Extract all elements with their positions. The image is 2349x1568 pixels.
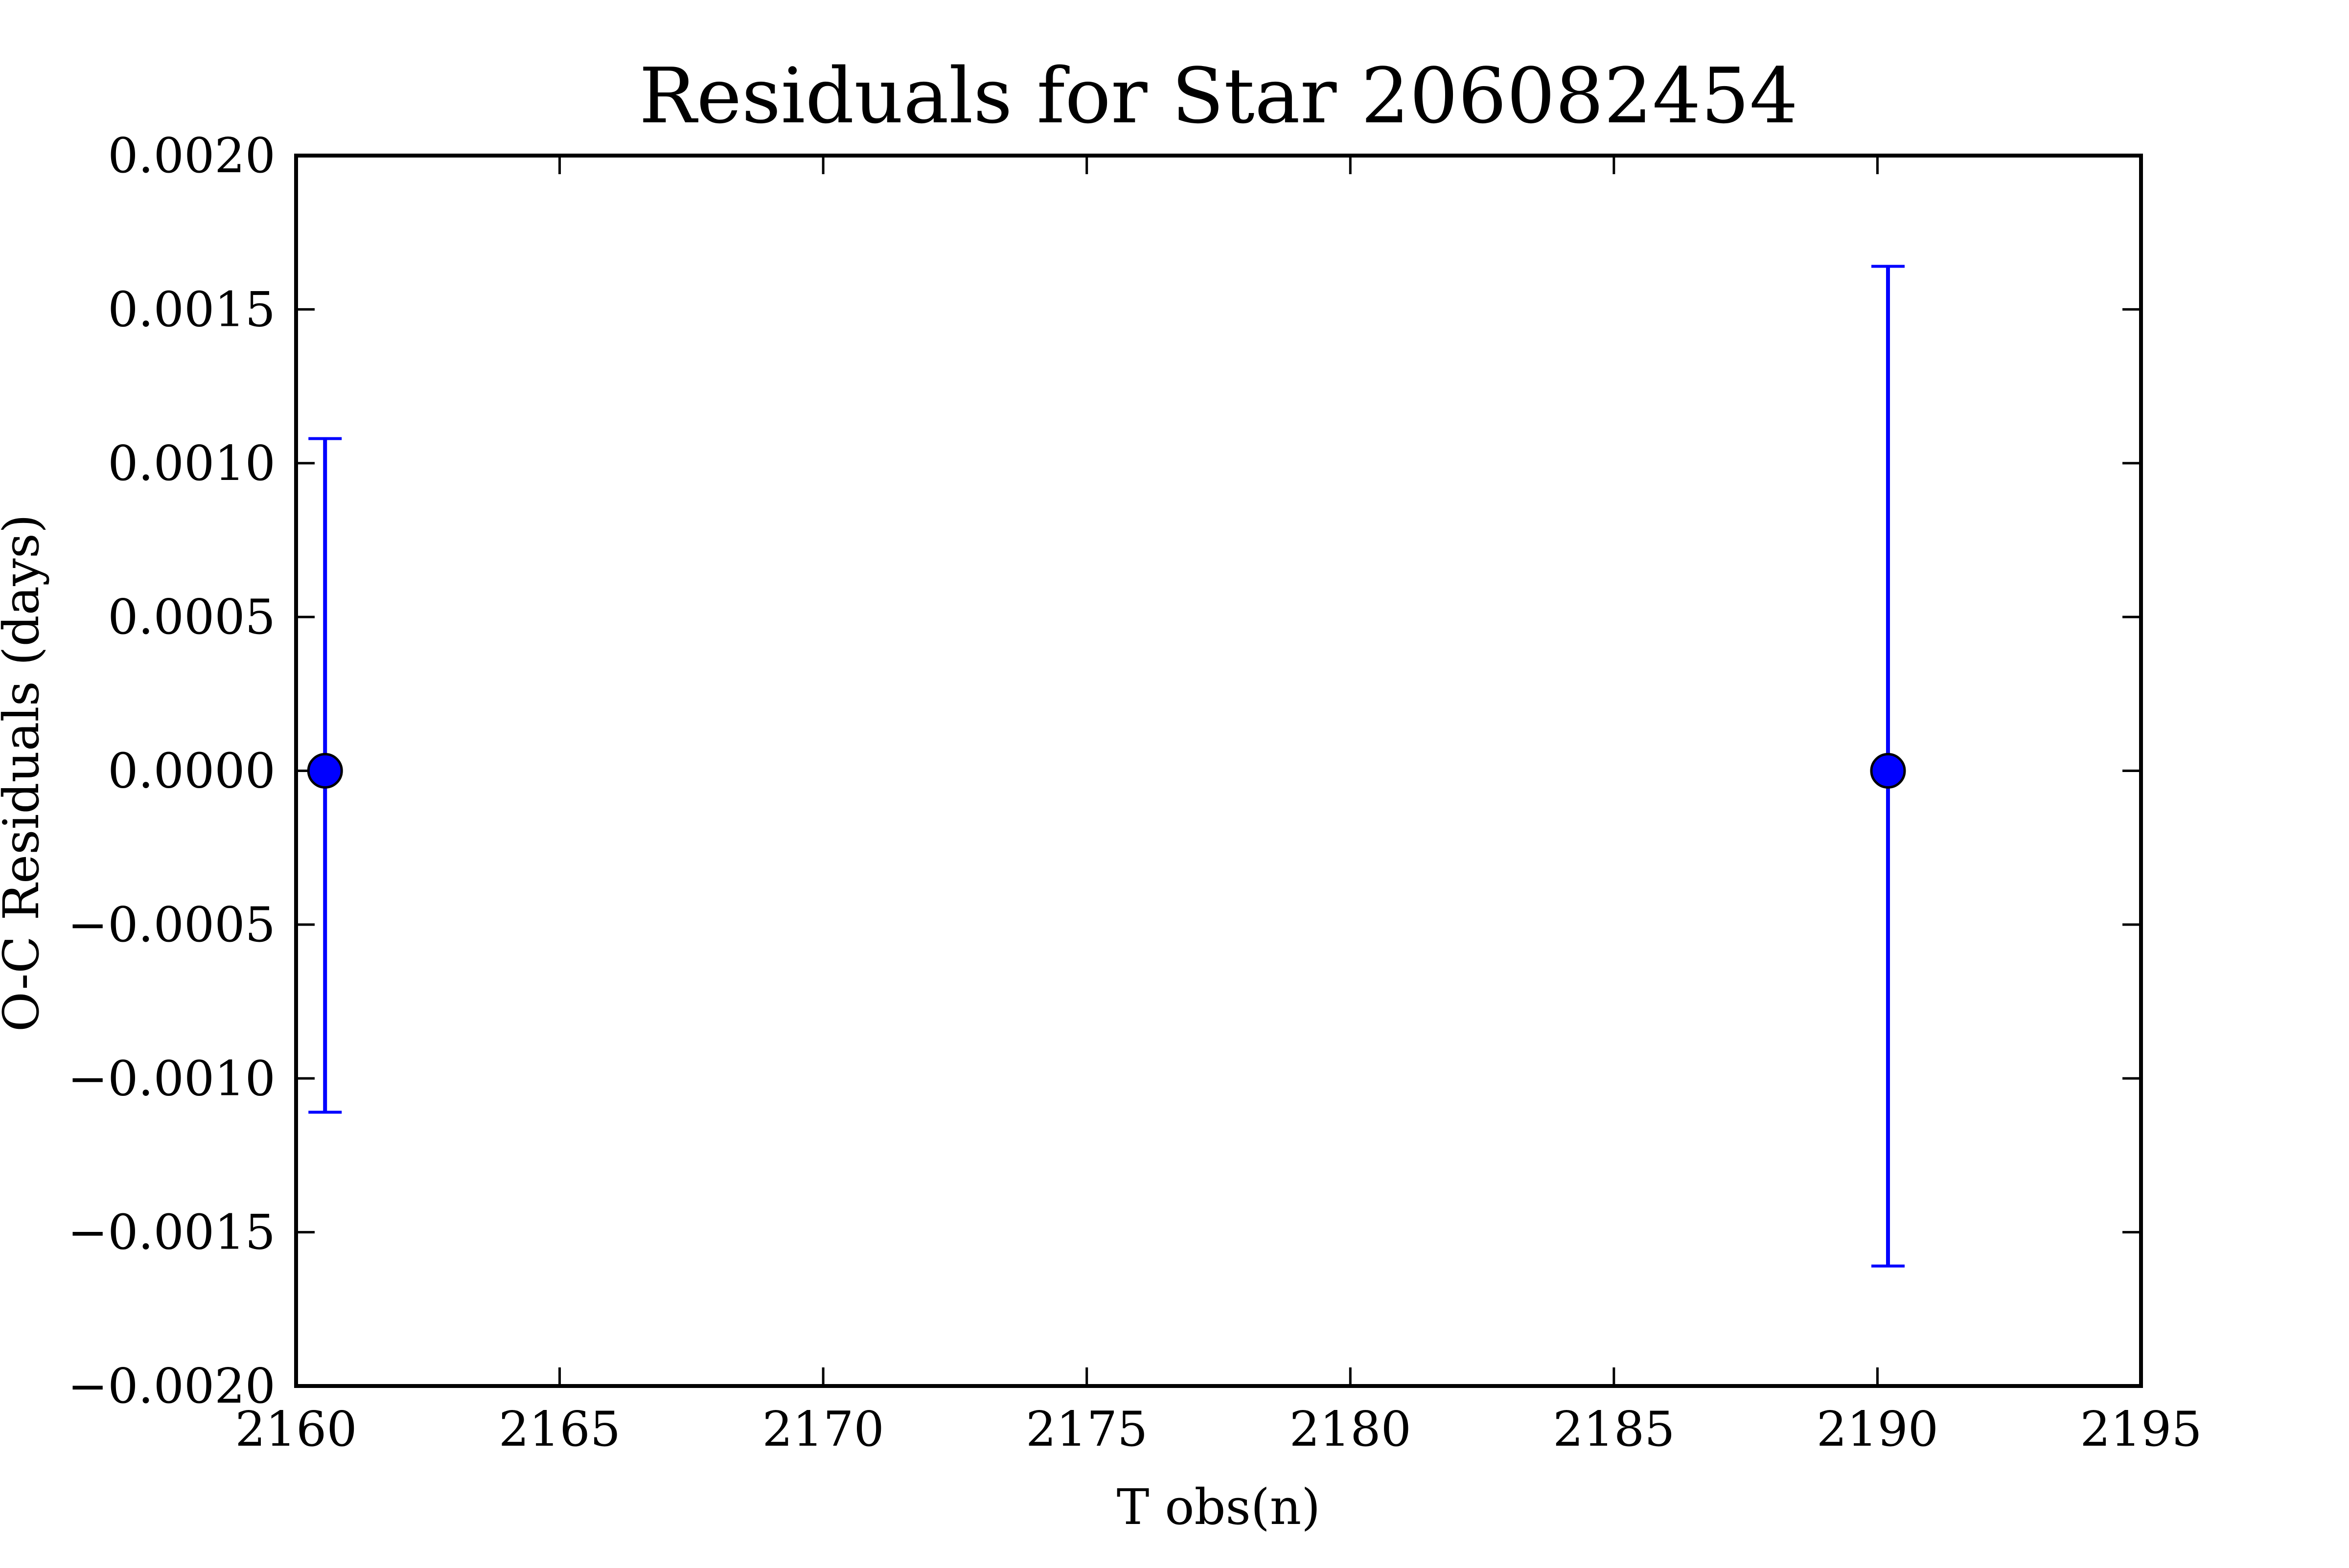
y-tick-label: 0.0005: [108, 590, 276, 645]
x-tick-label: 2175: [1026, 1402, 1148, 1457]
y-tick-label: −0.0010: [68, 1051, 276, 1107]
data-point: [1870, 753, 1906, 789]
x-tick-label: 2180: [1290, 1402, 1411, 1457]
y-tick-label: 0.0015: [108, 282, 276, 338]
ticks-layer: 2160 2165 2170 2175 2180 2185 2190 2195 0.0020 0.…: [68, 128, 2202, 1457]
x-tick-label: 2160: [235, 1402, 357, 1457]
y-tick-label: −0.0015: [68, 1205, 276, 1261]
x-tick-label: 2170: [762, 1402, 884, 1457]
x-tick-label: 2165: [499, 1402, 621, 1457]
x-tick-label: 2185: [1553, 1402, 1675, 1457]
y-tick-label: 0.0000: [108, 744, 276, 799]
y-tick-label: −0.0005: [68, 897, 276, 953]
x-tick-label: 2195: [2080, 1402, 2202, 1457]
marker-layer: [307, 753, 1906, 789]
y-tick-label: 0.0010: [108, 436, 276, 492]
y-tick-label: −0.0020: [68, 1359, 276, 1414]
plot-frame: [294, 154, 2143, 1388]
x-axis-label: T obs(n): [1117, 1478, 1320, 1536]
y-axis-label: O-C Residuals (days): [0, 514, 50, 1032]
data-point: [307, 753, 343, 789]
x-tick-label: 2190: [1817, 1402, 1938, 1457]
chart-title: Residuals for Star 206082454: [639, 51, 1798, 140]
y-tick-label: 0.0020: [108, 128, 276, 184]
